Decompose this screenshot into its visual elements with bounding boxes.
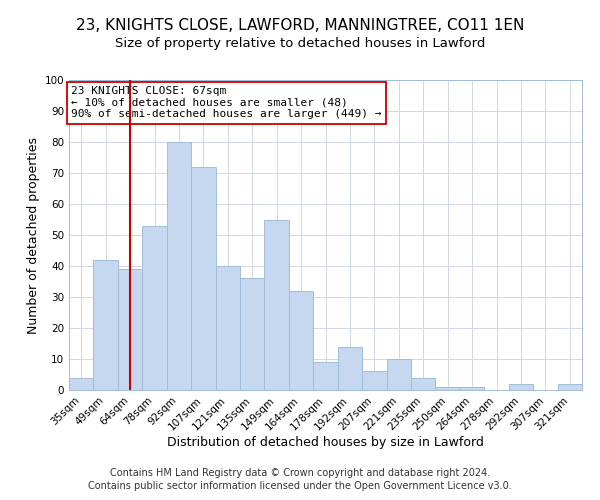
Bar	[411, 378, 436, 390]
Bar	[191, 167, 215, 390]
Text: Size of property relative to detached houses in Lawford: Size of property relative to detached ho…	[115, 38, 485, 51]
Bar	[167, 142, 191, 390]
Bar	[362, 372, 386, 390]
Text: Contains public sector information licensed under the Open Government Licence v3: Contains public sector information licen…	[88, 481, 512, 491]
Text: 23 KNIGHTS CLOSE: 67sqm
← 10% of detached houses are smaller (48)
90% of semi-de: 23 KNIGHTS CLOSE: 67sqm ← 10% of detache…	[71, 86, 382, 120]
Bar	[118, 269, 142, 390]
Bar	[69, 378, 94, 390]
Bar	[436, 387, 460, 390]
Bar	[338, 346, 362, 390]
Y-axis label: Number of detached properties: Number of detached properties	[28, 136, 40, 334]
Bar	[94, 260, 118, 390]
Bar	[265, 220, 289, 390]
Text: 23, KNIGHTS CLOSE, LAWFORD, MANNINGTREE, CO11 1EN: 23, KNIGHTS CLOSE, LAWFORD, MANNINGTREE,…	[76, 18, 524, 32]
Bar	[460, 387, 484, 390]
Bar	[509, 384, 533, 390]
Bar	[386, 359, 411, 390]
X-axis label: Distribution of detached houses by size in Lawford: Distribution of detached houses by size …	[167, 436, 484, 449]
Bar	[142, 226, 167, 390]
Text: Contains HM Land Registry data © Crown copyright and database right 2024.: Contains HM Land Registry data © Crown c…	[110, 468, 490, 477]
Bar	[215, 266, 240, 390]
Bar	[289, 291, 313, 390]
Bar	[240, 278, 265, 390]
Bar	[313, 362, 338, 390]
Bar	[557, 384, 582, 390]
